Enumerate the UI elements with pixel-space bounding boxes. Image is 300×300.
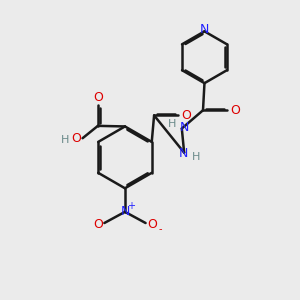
Text: N: N: [200, 23, 209, 36]
Text: H: H: [192, 152, 200, 162]
Text: N: N: [120, 205, 130, 218]
Text: -: -: [159, 224, 162, 234]
Text: +: +: [128, 201, 136, 211]
Text: N: N: [179, 122, 189, 134]
Text: H: H: [61, 135, 69, 145]
Text: O: O: [147, 218, 157, 231]
Text: O: O: [93, 92, 103, 104]
Text: O: O: [230, 104, 240, 117]
Text: O: O: [93, 218, 103, 231]
Text: N: N: [179, 147, 188, 160]
Text: H: H: [168, 119, 177, 129]
Text: O: O: [181, 109, 191, 122]
Text: O: O: [72, 132, 82, 145]
